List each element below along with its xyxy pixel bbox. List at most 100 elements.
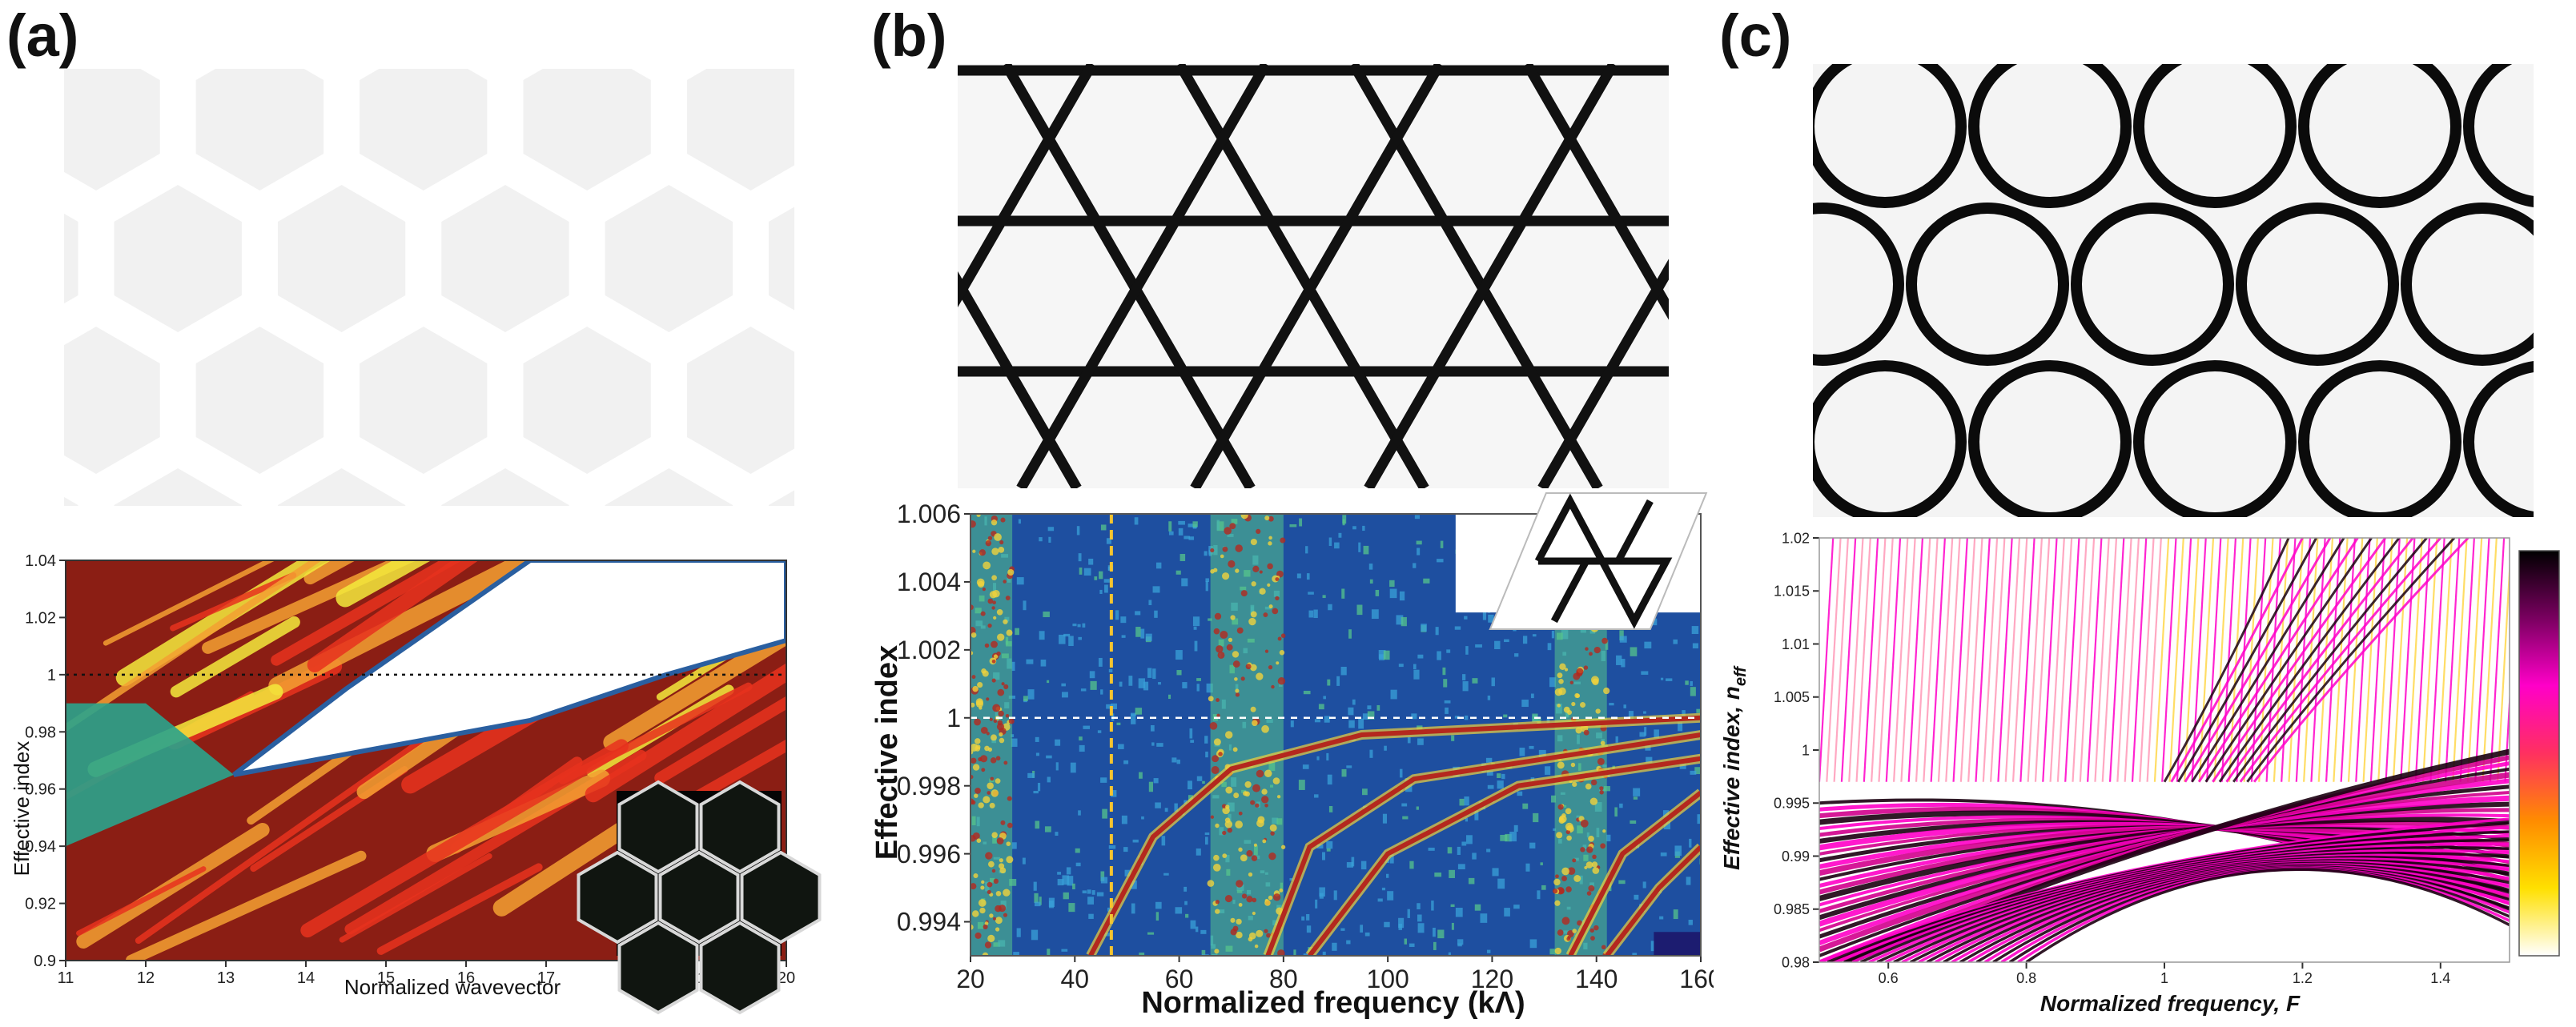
heatmap-speckle xyxy=(1080,688,1087,692)
heatmap-speckle xyxy=(1200,929,1207,934)
heatmap-speckle xyxy=(1389,580,1395,588)
heatmap-speckle xyxy=(1155,901,1162,909)
heatmap-speckle xyxy=(1082,890,1087,894)
heatmap-speckle xyxy=(1459,798,1465,806)
heatmap-band-speckle xyxy=(1214,949,1220,954)
heatmap-band-speckle xyxy=(987,791,991,795)
hex-hole-inner xyxy=(64,327,160,474)
chart-c-ylabel-main: Effective index, n xyxy=(1719,686,1744,870)
x-tick-label: 0.8 xyxy=(2016,970,2036,986)
heatmap-speckle xyxy=(1606,834,1611,842)
heatmap-speckle xyxy=(1333,890,1337,901)
heatmap-speckle xyxy=(1465,646,1469,655)
heatmap-band-speckle xyxy=(1250,611,1257,618)
heatmap-band-speckle xyxy=(982,670,989,677)
heatmap-speckle xyxy=(1444,700,1451,704)
heatmap-speckle xyxy=(1341,588,1345,599)
structure-b-kagome-lattice xyxy=(958,64,1669,488)
heatmap-speckle xyxy=(1486,949,1491,953)
heatmap-speckle xyxy=(1182,682,1188,688)
heatmap-speckle xyxy=(1673,909,1678,920)
heatmap-speckle xyxy=(1094,576,1098,580)
heatmap-band-speckle xyxy=(1210,569,1215,574)
heatmap-band-speckle xyxy=(1240,676,1245,681)
heatmap-band-speckle xyxy=(1583,665,1589,670)
hex-hole-inner xyxy=(114,468,242,506)
heatmap-speckle xyxy=(1044,826,1051,832)
heatmap-speckle xyxy=(1334,542,1340,549)
mode-curve-rising xyxy=(2170,538,2304,783)
heatmap-band-speckle xyxy=(996,651,1001,656)
heatmap-band-speckle xyxy=(1599,786,1604,791)
heatmap-band-speckle xyxy=(1592,678,1599,686)
heatmap-speckle xyxy=(1398,664,1404,668)
heatmap-band-speckle xyxy=(1256,528,1261,534)
heatmap-band-speckle xyxy=(1261,788,1268,795)
mode-line-vertical xyxy=(2019,538,2035,782)
heatmap-speckle xyxy=(1451,922,1454,930)
heatmap-speckle xyxy=(1033,881,1037,891)
heatmap-band xyxy=(971,514,1013,956)
heatmap-speckle xyxy=(1487,784,1494,789)
heatmap-band-speckle xyxy=(1572,781,1577,787)
heatmap-speckle xyxy=(1409,861,1414,869)
heatmap-streak xyxy=(76,866,207,937)
heatmap-band-speckle xyxy=(1217,651,1225,659)
heatmap-speckle xyxy=(1202,780,1205,784)
heatmap-speckle xyxy=(1472,678,1478,684)
heatmap-green-band xyxy=(66,703,234,847)
mode-line-vertical xyxy=(2236,538,2252,782)
y-tick-label: 0.996 xyxy=(897,840,961,869)
heatmap-speckle xyxy=(1348,720,1355,728)
heatmap-band-speckle xyxy=(986,732,990,736)
heatmap-band-speckle xyxy=(1256,929,1264,937)
heatmap-band-speckle xyxy=(1250,706,1256,712)
mode-line-vertical xyxy=(2325,538,2341,782)
heatmap-speckle xyxy=(1462,681,1469,692)
heatmap-speckle xyxy=(1630,820,1637,824)
heatmap-speckle xyxy=(1316,844,1324,848)
heatmap-band-speckle xyxy=(1215,909,1220,914)
heatmap-band-speckle xyxy=(1279,650,1285,656)
heatmap-band-speckle xyxy=(1565,808,1572,815)
mode-line-vertical xyxy=(2108,538,2125,782)
heatmap-speckle xyxy=(1168,521,1172,532)
heatmap-speckle xyxy=(1063,633,1071,637)
heatmap-speckle xyxy=(1178,520,1185,525)
heatmap-streak xyxy=(115,560,332,687)
heatmap-speckle xyxy=(1457,846,1461,855)
heatmap-speckle xyxy=(1059,634,1066,644)
heatmap-speckle xyxy=(1451,735,1455,741)
heatmap-band-speckle xyxy=(996,608,1003,616)
heatmap-streak xyxy=(336,560,432,608)
heatmap-band-speckle xyxy=(1240,514,1248,520)
heatmap-speckle xyxy=(1150,724,1155,732)
heatmap-speckle xyxy=(1120,616,1127,624)
heatmap-speckle xyxy=(1402,816,1409,820)
heatmap-band-speckle xyxy=(1267,583,1271,587)
heatmap-speckle xyxy=(1204,551,1208,556)
plot-frame xyxy=(65,560,787,961)
heatmap-speckle xyxy=(1332,942,1337,951)
hex-hole-inner xyxy=(605,468,733,506)
heatmap-band-speckle xyxy=(1252,911,1256,916)
inset-hex-cell xyxy=(617,780,699,874)
heatmap-speckle xyxy=(1035,736,1039,742)
heatmap-speckle xyxy=(1390,689,1397,700)
heatmap-band-speckle xyxy=(1266,933,1271,938)
heatmap-speckle xyxy=(1457,939,1464,945)
heatmap-band-speckle xyxy=(1236,918,1242,925)
heatmap-streak xyxy=(126,850,367,961)
heatmap-speckle xyxy=(1688,920,1693,925)
y-tick-label: 1.006 xyxy=(897,499,961,528)
hex-hole-inner xyxy=(277,185,406,332)
heatmap-speckle xyxy=(1338,532,1342,538)
heatmap-band-speckle xyxy=(1216,698,1220,703)
heatmap-speckle xyxy=(1087,889,1091,894)
heatmap-speckle xyxy=(1519,748,1525,756)
heatmap-speckle xyxy=(1472,852,1477,860)
heatmap-speckle xyxy=(1641,671,1649,675)
mode-line-vertical xyxy=(1915,538,1931,782)
heatmap-band-speckle xyxy=(1585,861,1593,869)
heatmap-band-speckle xyxy=(991,640,998,648)
